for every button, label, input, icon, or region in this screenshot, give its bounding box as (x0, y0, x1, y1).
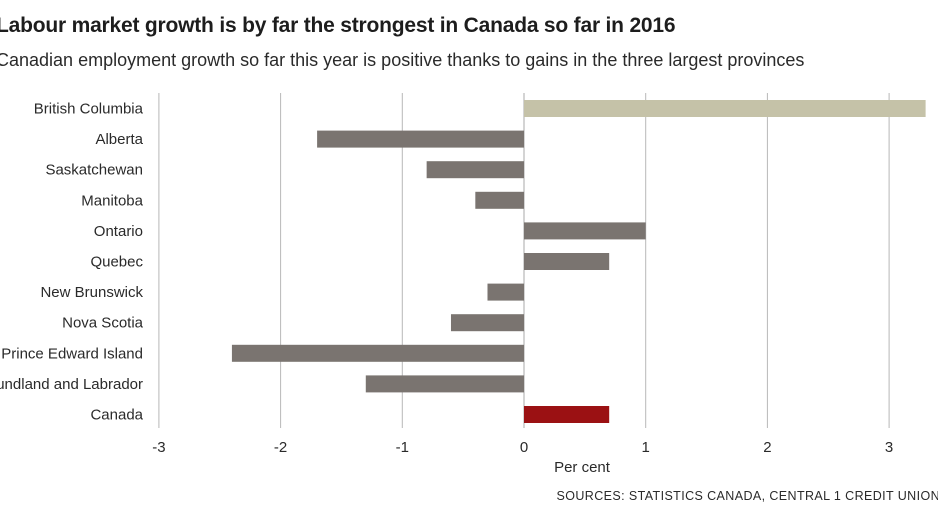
bar-canada (524, 406, 610, 423)
category-label: Nova Scotia (62, 315, 144, 332)
category-label: Canada (90, 407, 143, 424)
bar-saskatchewan (426, 161, 524, 179)
bar-prince-edward-island (231, 344, 525, 362)
x-tick-label: -1 (396, 439, 409, 456)
x-tick-label: 3 (885, 439, 893, 456)
bars (231, 100, 926, 423)
category-label: Prince Edward Island (1, 345, 143, 362)
bar-british-columbia (524, 100, 926, 117)
x-tick-label: 1 (642, 439, 650, 456)
category-label: Ontario (94, 223, 143, 240)
x-axis-title: Per cent (554, 459, 611, 476)
bar-newfoundland-and-labrador (365, 375, 524, 393)
category-label: British Columbia (34, 101, 144, 118)
category-label: Quebec (90, 254, 143, 271)
x-tick-label: -2 (274, 439, 287, 456)
x-tick-label: 0 (520, 439, 528, 456)
bar-new-brunswick (487, 283, 524, 301)
bar-manitoba (475, 191, 524, 209)
category-label: Alberta (95, 131, 143, 148)
category-label: New Brunswick (40, 284, 143, 301)
category-label: Manitoba (81, 192, 143, 209)
category-label: Newfoundland and Labrador (0, 376, 143, 393)
x-axis-ticks: -3 -2 -1 0 1 2 3 (152, 439, 893, 456)
bar-nova-scotia (450, 314, 524, 332)
source-note: SOURCES: STATISTICS CANADA, CENTRAL 1 CR… (556, 489, 938, 503)
bar-ontario (524, 222, 646, 240)
chart-subtitle: Canadian employment growth so far this y… (0, 50, 805, 70)
x-tick-label: -3 (152, 439, 165, 456)
category-label: Saskatchewan (45, 162, 143, 179)
x-tick-label: 2 (763, 439, 771, 456)
gridlines (158, 93, 890, 428)
bar-quebec (524, 253, 610, 270)
chart-title: Labour market growth is by far the stron… (0, 14, 676, 37)
bar-alberta (317, 130, 524, 148)
category-labels: British Columbia Alberta Saskatchewan Manit… (0, 101, 144, 424)
